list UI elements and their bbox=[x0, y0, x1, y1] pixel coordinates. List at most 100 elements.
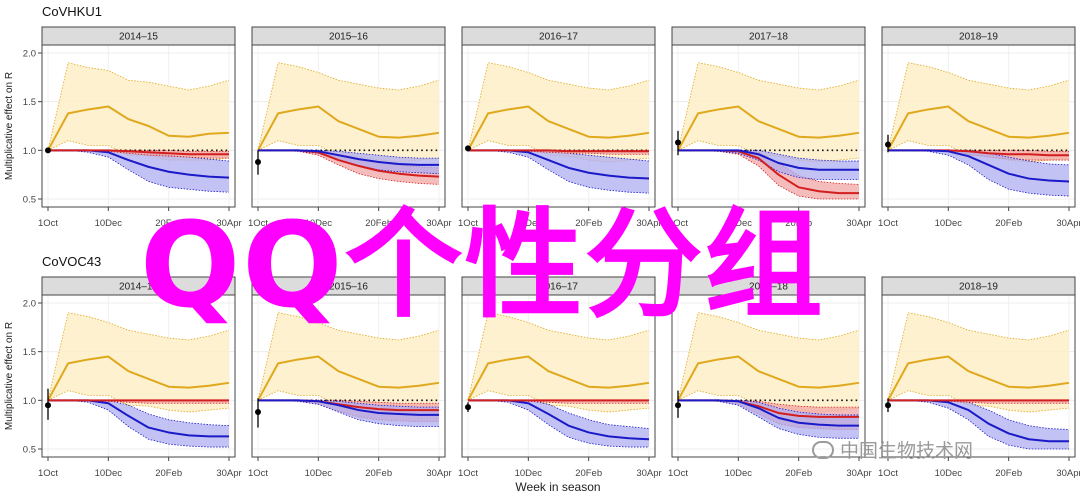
initial-point bbox=[885, 402, 891, 409]
x-tick-label: 10Dec bbox=[305, 218, 333, 229]
x-tick-label: 20Feb bbox=[365, 468, 392, 479]
series-line-red bbox=[48, 149, 229, 156]
x-tick-label: 30Apr bbox=[1056, 218, 1080, 229]
facet-panel: 2018–19 1Oct 10Dec 20Feb 30Apr bbox=[878, 26, 1080, 229]
x-tick-label: 30Apr bbox=[636, 218, 661, 229]
ci-band-blue bbox=[468, 150, 649, 194]
x-tick-label: 1Oct bbox=[458, 468, 478, 479]
x-tick-label: 10Dec bbox=[305, 468, 333, 479]
ci-upper-yellow bbox=[677, 312, 860, 401]
watermark: 中国生物技术网 bbox=[812, 437, 973, 465]
x-tick-label: 10Dec bbox=[935, 468, 963, 479]
x-tick-label: 20Feb bbox=[155, 218, 182, 229]
facet-strip-label: 2018–19 bbox=[959, 282, 998, 293]
panel-border bbox=[671, 44, 866, 208]
ci-band-blue bbox=[258, 400, 439, 427]
y-tick-label: 2.0 bbox=[23, 299, 36, 310]
watermark-text: 中国生物技术网 bbox=[840, 440, 974, 462]
y-tick-label: 0.5 bbox=[23, 195, 36, 206]
series-line-blue bbox=[678, 399, 859, 427]
ci-upper-yellow bbox=[257, 62, 440, 151]
x-tick-label: 10Dec bbox=[515, 218, 543, 229]
initial-point bbox=[255, 409, 261, 416]
facet-panel: 2016–17 1Oct 10Dec 20Feb 30Apr bbox=[458, 276, 662, 479]
x-tick-label: 30Apr bbox=[216, 218, 241, 229]
facet-strip-label: 2016–17 bbox=[539, 32, 578, 43]
x-tick-label: 10Dec bbox=[935, 218, 963, 229]
x-tick-label: 1Oct bbox=[878, 218, 898, 229]
x-tick-label: 10Dec bbox=[95, 468, 123, 479]
y-tick-label: 1.0 bbox=[23, 146, 36, 157]
x-tick-label: 10Dec bbox=[725, 218, 753, 229]
ci-upper-yellow bbox=[887, 312, 1070, 401]
x-tick-label: 1Oct bbox=[38, 468, 58, 479]
x-tick-label: 1Oct bbox=[878, 468, 898, 479]
series-line-yellow bbox=[677, 105, 860, 151]
x-tick-label: 20Feb bbox=[995, 218, 1022, 229]
x-tick-label: 30Apr bbox=[1056, 468, 1080, 479]
ci-lower-yellow bbox=[467, 390, 650, 413]
series-line-blue bbox=[258, 399, 439, 416]
chart-title: CoVOC43 bbox=[42, 254, 101, 269]
facet-panel: 2017–18 1Oct 10Dec 20Feb 30Apr bbox=[668, 276, 872, 479]
x-tick-label: 1Oct bbox=[248, 468, 268, 479]
ci-upper-yellow bbox=[47, 312, 230, 401]
series-line-yellow bbox=[47, 355, 230, 401]
facet-panel: 2015–16 1Oct 10Dec 20Feb 30Apr bbox=[248, 276, 452, 479]
x-tick-label: 10Dec bbox=[95, 218, 123, 229]
initial-point bbox=[45, 147, 51, 154]
panel-border bbox=[461, 294, 656, 458]
y-axis-label: Multiplicative effect on R bbox=[4, 322, 15, 430]
facet-panel: 2016–17 1Oct 10Dec 20Feb 30Apr bbox=[458, 26, 662, 229]
series-line-yellow bbox=[467, 355, 650, 401]
ci-band-blue bbox=[678, 150, 859, 180]
y-tick-label: 1.5 bbox=[23, 347, 36, 358]
facet-strip-label: 2014–15 bbox=[119, 282, 158, 293]
facet-strip-label: 2017–18 bbox=[749, 282, 788, 293]
ci-band-red bbox=[258, 150, 439, 185]
ci-upper-yellow bbox=[257, 312, 440, 401]
panel-border bbox=[671, 294, 866, 458]
ci-upper-yellow bbox=[467, 312, 650, 401]
series-line-yellow bbox=[887, 355, 1070, 401]
facet-panel: 2017–18 1Oct 10Dec 20Feb 30Apr bbox=[668, 26, 872, 229]
facet-strip-label: 2015–16 bbox=[329, 32, 368, 43]
facet-panel: 2015–16 1Oct 10Dec 20Feb 30Apr bbox=[248, 26, 452, 229]
series-line-blue bbox=[258, 149, 439, 166]
x-tick-label: 30Apr bbox=[426, 218, 451, 229]
x-tick-label: 20Feb bbox=[155, 468, 182, 479]
x-tick-label: 20Feb bbox=[785, 468, 812, 479]
x-tick-label: 1Oct bbox=[668, 468, 688, 479]
panel-border bbox=[881, 44, 1076, 208]
x-tick-label: 20Feb bbox=[575, 468, 602, 479]
ci-band-red bbox=[678, 150, 859, 199]
facet-strip-label: 2018–19 bbox=[959, 32, 998, 43]
facet-strip-label: 2017–18 bbox=[749, 32, 788, 43]
initial-point bbox=[255, 159, 261, 166]
series-line-yellow bbox=[257, 105, 440, 151]
initial-point bbox=[45, 402, 51, 409]
series-line-blue bbox=[888, 149, 1070, 183]
x-tick-label: 30Apr bbox=[216, 468, 241, 479]
x-tick-label: 10Dec bbox=[515, 468, 543, 479]
ci-upper-yellow bbox=[677, 62, 860, 151]
series-line-red bbox=[468, 149, 649, 153]
panel-border bbox=[461, 44, 656, 208]
chart-title: CoVHKU1 bbox=[42, 4, 102, 19]
panel-border bbox=[251, 294, 446, 458]
x-tick-label: 20Feb bbox=[995, 468, 1022, 479]
facet-strip-label: 2014–15 bbox=[119, 32, 158, 43]
wechat-icon bbox=[812, 441, 834, 459]
x-axis-label: Week in season bbox=[515, 480, 600, 494]
facet-strip-label: 2016–17 bbox=[539, 282, 578, 293]
initial-point bbox=[675, 402, 681, 409]
y-tick-label: 1.5 bbox=[23, 97, 36, 108]
ci-band-blue bbox=[678, 400, 859, 439]
initial-point bbox=[465, 404, 471, 411]
panel-border bbox=[251, 44, 446, 208]
initial-point bbox=[465, 145, 471, 152]
x-tick-label: 1Oct bbox=[668, 218, 688, 229]
x-tick-label: 30Apr bbox=[636, 468, 661, 479]
x-tick-label: 30Apr bbox=[426, 468, 451, 479]
x-tick-label: 20Feb bbox=[575, 218, 602, 229]
